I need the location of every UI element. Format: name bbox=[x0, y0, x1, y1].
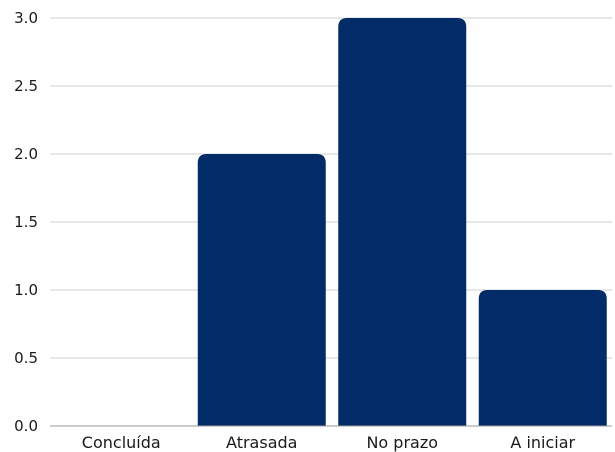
bars bbox=[197, 18, 607, 426]
y-tick-label: 2.0 bbox=[14, 145, 38, 163]
bar-atrasada bbox=[197, 154, 326, 426]
y-tick-label: 0.0 bbox=[14, 417, 38, 435]
y-tick-label: 1.0 bbox=[14, 281, 38, 299]
y-tick-label: 1.5 bbox=[14, 213, 38, 231]
y-axis-tick-labels: 0.0 0.5 1.0 1.5 2.0 2.5 3.0 bbox=[14, 9, 38, 435]
x-axis-category-labels: Concluída Atrasada No prazo A iniciar bbox=[82, 433, 576, 452]
y-tick-label: 3.0 bbox=[14, 9, 38, 27]
bar-a-iniciar bbox=[478, 290, 607, 426]
y-tick-label: 2.5 bbox=[14, 77, 38, 95]
x-category-label: Concluída bbox=[82, 433, 161, 452]
x-category-label: A iniciar bbox=[510, 433, 575, 452]
bar-no-prazo bbox=[338, 18, 467, 426]
x-category-label: No prazo bbox=[366, 433, 438, 452]
x-category-label: Atrasada bbox=[226, 433, 297, 452]
y-tick-label: 0.5 bbox=[14, 349, 38, 367]
